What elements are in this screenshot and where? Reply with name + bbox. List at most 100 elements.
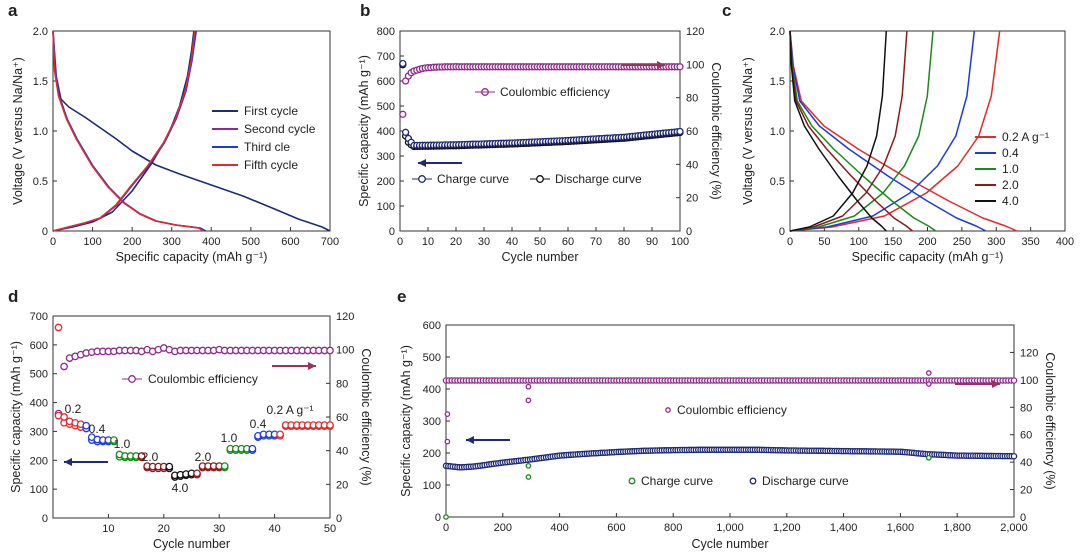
panel-a-line-charge-2 <box>52 30 197 232</box>
panel-d-xtick-label: 20 <box>158 523 170 535</box>
panel-e-legend-charge-marker <box>628 477 636 485</box>
panel-e-xtick-label: 600 <box>607 522 625 534</box>
panel-e-xtick-label: 2,000 <box>1000 522 1028 534</box>
panel-e-y2tick-label: 120 <box>1020 347 1038 359</box>
panel-d-charge-point <box>110 436 118 444</box>
panel-d-ce-point <box>60 362 68 371</box>
panel-c-legend-label: 0.2 A g⁻¹ <box>1002 130 1049 144</box>
panel-e-capacity-outlier <box>525 462 532 469</box>
panel-a-ytick-label: 1.5 <box>33 76 48 88</box>
panel-c-line-charge-1 <box>789 30 976 232</box>
panel-c-line-charge-3 <box>789 30 908 232</box>
panel-c-xtick-label: 100 <box>850 236 868 248</box>
panel-a-ytick-label: 0 <box>42 226 48 238</box>
panel-c-xtick-label: 400 <box>1056 236 1074 248</box>
panel-b-ytick-label: 400 <box>377 126 395 138</box>
panel-d-charge-point <box>82 421 91 430</box>
panel-e-xtick-label: 200 <box>494 522 512 534</box>
panel-b-xtick-label: 80 <box>618 236 630 248</box>
panel-c-legend-label: 2.0 <box>1002 178 1019 192</box>
panel-c-ytick-label: 0 <box>779 226 785 238</box>
panel-c-ytick-label: 0.5 <box>770 176 785 188</box>
panel-d-xlabel: Cycle number <box>153 537 230 551</box>
panel-d-y2tick-label: 100 <box>336 345 354 357</box>
panel-d-ce-point <box>326 346 334 355</box>
panel-c-ytick-label: 1.0 <box>770 126 785 138</box>
panel-e-xtick-label: 1,800 <box>943 522 971 534</box>
panel-e-y2tick-label: 0 <box>1020 512 1026 524</box>
panel-e-y2tick-label: 80 <box>1020 402 1032 414</box>
panel-c-xlabel: Specific capacity (mAh g⁻¹) <box>852 250 1004 264</box>
panel-c-ytick-label: 1.5 <box>770 76 785 88</box>
panel-e-ce-outlier <box>444 438 451 445</box>
panel-b-xtick-label: 40 <box>506 236 518 248</box>
panel-b-xtick-label: 60 <box>562 236 574 248</box>
panel-b-legend-discharge-marker <box>536 175 544 183</box>
panel-a-line-discharge-0 <box>52 30 331 232</box>
panel-a-xlabel: Specific capacity (mAh g⁻¹) <box>116 250 268 264</box>
panel-letter-b: b <box>360 1 370 20</box>
panel-a-line-charge-0 <box>52 30 195 232</box>
panel-d-charge-point <box>326 421 334 429</box>
panel-b-ce-point <box>399 110 407 118</box>
panel-b-ce-point <box>676 63 684 71</box>
panel-b-legend-charge-label: Charge curve <box>437 172 509 186</box>
panel-c-ytick-label: 2.0 <box>770 26 785 38</box>
panel-letter-a: a <box>8 1 18 20</box>
panel-e-y2label: Coulombic efficiency (%) <box>1043 352 1057 489</box>
panel-e-xtick-label: 1,200 <box>773 522 801 534</box>
panel-c-xtick-label: 350 <box>1021 236 1039 248</box>
panel-b-xtick-label: 100 <box>671 236 689 248</box>
panel-c-line-discharge-2 <box>789 30 937 232</box>
panel-e-xtick-label: 400 <box>550 522 568 534</box>
panel-b-frame <box>399 30 681 232</box>
panel-e-capacity-outlier <box>525 474 532 480</box>
panel-d-arrow-left-head <box>64 458 72 466</box>
panel-e-ce-outlier <box>925 370 932 376</box>
panel-d-arrow-right-head <box>308 362 316 370</box>
panel-e-discharge-point <box>1010 452 1018 460</box>
panel-e-ytick-label: 400 <box>423 384 441 396</box>
panel-e-y2tick-label: 40 <box>1020 457 1032 469</box>
panel-d-rate-label: 0.2 A g⁻¹ <box>266 403 313 417</box>
panel-a-legend-label: Third cle <box>244 140 290 154</box>
panel-a-ytick-label: 0.5 <box>33 176 48 188</box>
panel-letter-c: c <box>722 1 731 20</box>
panel-d-ytick-label: 0 <box>42 513 48 525</box>
panel-c-ylabel: Voltage (V versus Na/Na⁺) <box>741 57 755 205</box>
panel-b-charge-point <box>676 127 684 136</box>
panel-b-xtick-label: 10 <box>422 236 434 248</box>
panel-e-y2tick-label: 100 <box>1020 375 1038 387</box>
panel-d-charge-point <box>276 430 284 439</box>
panel-d-xtick-label: 30 <box>213 523 225 535</box>
panel-d-legend-ce-marker <box>128 375 136 383</box>
panel-b-legend-discharge-label: Discharge curve <box>555 172 642 186</box>
panel-a-line-charge-3 <box>52 30 196 232</box>
panel-d-y2tick-label: 40 <box>336 446 348 458</box>
panel-e-xtick-label: 1,400 <box>830 522 858 534</box>
panel-c-line-discharge-0 <box>789 30 1018 232</box>
panel-e-legend-charge-label: Charge curve <box>641 474 713 488</box>
panel-d-ytick-label: 100 <box>30 484 48 496</box>
panel-a-legend-label: Fifth cycle <box>244 158 298 172</box>
panel-a-line-discharge-3 <box>52 30 204 232</box>
panel-a-legend-label: Second cycle <box>244 122 316 136</box>
panel-b-xlabel: Cycle number <box>501 250 578 264</box>
panel-b-ytick-label: 700 <box>377 51 395 63</box>
panel-b-y2tick-label: 80 <box>686 93 698 105</box>
panel-e-legend-discharge-marker <box>749 477 757 485</box>
panel-e-ytick-label: 100 <box>423 480 441 492</box>
panel-d-xtick-label: 50 <box>324 523 336 535</box>
panel-letter-e: e <box>397 287 406 306</box>
panel-c-legend-label: 4.0 <box>1002 194 1019 208</box>
panel-b-y2tick-label: 0 <box>686 226 692 238</box>
panel-a-xtick-label: 300 <box>163 236 181 248</box>
panel-d-rate-label: 0.2 <box>65 402 82 416</box>
panel-e-y2tick-label: 20 <box>1020 485 1032 497</box>
panel-d-charge-point <box>193 469 201 478</box>
panel-e-legend-ce-marker <box>665 407 671 413</box>
panel-d-y2tick-label: 20 <box>336 479 348 491</box>
panel-e-ce-outlier <box>525 383 532 390</box>
panel-e-ce-outlier <box>925 381 932 387</box>
